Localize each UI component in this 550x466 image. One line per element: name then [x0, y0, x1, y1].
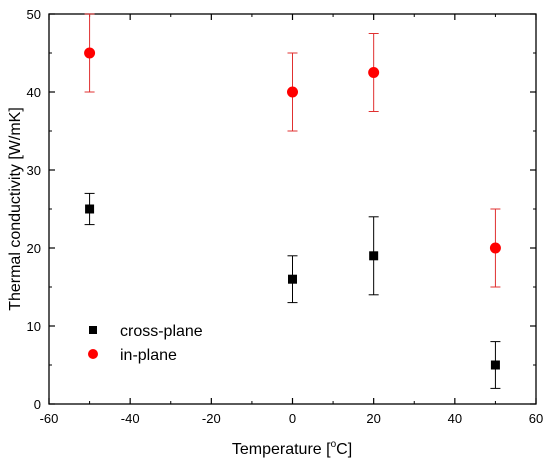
x-tick-label: 20: [366, 411, 380, 426]
legend-label-in-plane: in-plane: [120, 347, 177, 364]
y-tick-label: 50: [27, 7, 41, 22]
y-tick-label: 30: [27, 163, 41, 178]
x-tick-label: 60: [529, 411, 543, 426]
x-tick-label: -60: [40, 411, 59, 426]
y-tick-label: 10: [27, 319, 41, 334]
y-tick-label: 20: [27, 241, 41, 256]
x-tick-label: 40: [448, 411, 462, 426]
in-plane-point: [84, 47, 96, 59]
y-tick-label: 40: [27, 85, 41, 100]
cross-plane-point: [369, 251, 379, 261]
legend-label-cross-plane: cross-plane: [120, 323, 203, 340]
in-plane-point: [368, 67, 380, 78]
cross-plane-point: [288, 274, 297, 284]
in-plane-point: [489, 242, 501, 254]
x-tick-label: 0: [289, 411, 296, 426]
x-tick-label: -40: [121, 411, 140, 426]
y-axis-title: Thermal conductivity [W/mK]: [7, 107, 24, 311]
data-points: [84, 13, 501, 389]
axis-tick-labels: -60 -40 -20 0 20 40 60 0 10 20 30 40 50: [27, 7, 544, 426]
cross-plane-point: [490, 360, 500, 370]
x-axis-title: Temperature [oC]: [232, 439, 352, 458]
cross-plane-point: [85, 204, 95, 214]
legend: cross-plane in-plane: [88, 323, 203, 364]
legend-marker-cross-plane: [89, 326, 97, 334]
x-tick-label: -20: [202, 411, 221, 426]
legend-marker-in-plane: [88, 349, 98, 359]
y-tick-label: 0: [34, 397, 41, 412]
in-plane-point: [287, 86, 298, 98]
